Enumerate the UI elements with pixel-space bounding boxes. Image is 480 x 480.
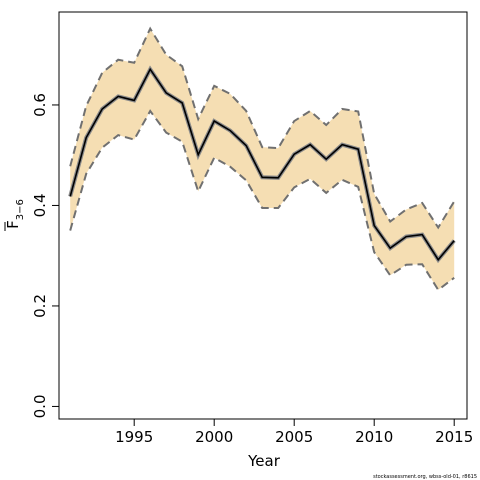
y-axis-title: F3−6 bbox=[4, 199, 26, 231]
upper-bound-line bbox=[69, 26, 456, 230]
x-tick-label: 2015 bbox=[435, 428, 473, 446]
svg-text:F3−6: F3−6 bbox=[4, 199, 26, 229]
y-axis: 0.0 0.2 0.4 0.6 bbox=[31, 93, 59, 418]
y-tick-label: 0.0 bbox=[31, 395, 49, 419]
x-tick-label: 1995 bbox=[115, 428, 153, 446]
x-tick-label: 2000 bbox=[195, 428, 233, 446]
y-tick-label: 0.2 bbox=[31, 294, 49, 318]
footer-credit: stockassessment.org, wbss-old-01, r8615 bbox=[373, 474, 477, 480]
x-axis-title: Year bbox=[247, 452, 281, 470]
y-axis-title-sub: 3−6 bbox=[15, 199, 26, 220]
y-tick-label: 0.4 bbox=[31, 194, 49, 218]
x-axis: 1995 2000 2005 2010 2015 bbox=[115, 419, 473, 446]
x-tick-label: 2010 bbox=[355, 428, 393, 446]
estimate-line bbox=[69, 67, 455, 262]
y-tick-label: 0.6 bbox=[31, 93, 49, 117]
plot-frame bbox=[58, 11, 468, 420]
y-axis-title-main: F bbox=[4, 220, 22, 229]
lower-bound-line bbox=[69, 109, 455, 292]
plot-area bbox=[68, 26, 456, 292]
x-tick-label: 2005 bbox=[275, 428, 313, 446]
